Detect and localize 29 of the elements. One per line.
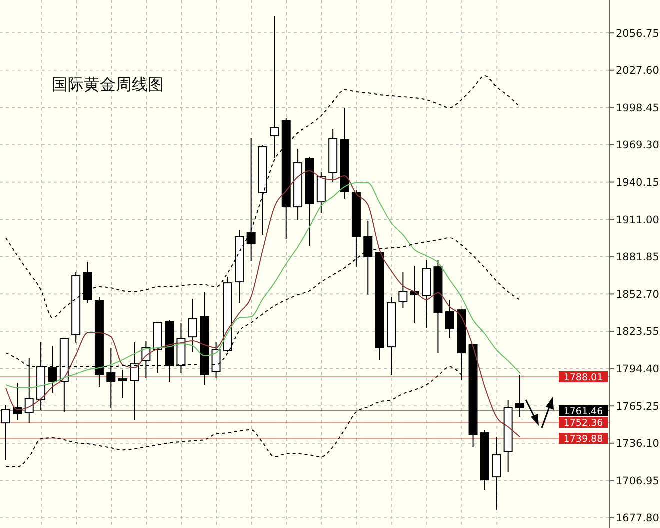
y-tick-label: 1969.30 xyxy=(616,140,660,152)
ref-line-label: 1752.36 xyxy=(564,418,604,429)
candlestick xyxy=(492,436,502,510)
candlestick xyxy=(445,299,454,338)
y-tick-label: 1706.95 xyxy=(616,475,660,488)
text: 国际黄金周线图 xyxy=(52,75,164,94)
candlestick xyxy=(2,404,10,461)
ref-line-label: 1788.01 xyxy=(564,372,604,384)
ref-line-label: 1761.46 xyxy=(564,406,604,418)
line-series xyxy=(6,182,520,388)
y-tick-label: 1881.85 xyxy=(616,252,660,264)
y-tick-label: 1736.10 xyxy=(616,438,660,450)
candlestick xyxy=(398,272,408,309)
y-tick-label: 1852.70 xyxy=(616,288,660,301)
y-tick-label: 2056.75 xyxy=(616,28,660,40)
candlestick xyxy=(246,137,256,262)
y-tick-label: 1794.40 xyxy=(616,363,660,376)
line-series xyxy=(6,170,520,438)
y-tick-label: 1765.25 xyxy=(616,400,660,413)
y-tick-label: 1823.55 xyxy=(616,326,660,338)
y-tick-label: 1940.15 xyxy=(616,176,660,189)
y-tick-label: 1998.45 xyxy=(616,102,660,114)
y-tick-label: 1677.80 xyxy=(616,512,660,525)
candlestick xyxy=(516,374,524,418)
candlestick xyxy=(118,369,128,398)
y-tick-label: 2027.60 xyxy=(616,65,660,78)
y-tick-label: 1911.00 xyxy=(616,214,660,226)
ref-line-label: 1739.88 xyxy=(564,434,604,445)
candlestick xyxy=(188,298,198,353)
